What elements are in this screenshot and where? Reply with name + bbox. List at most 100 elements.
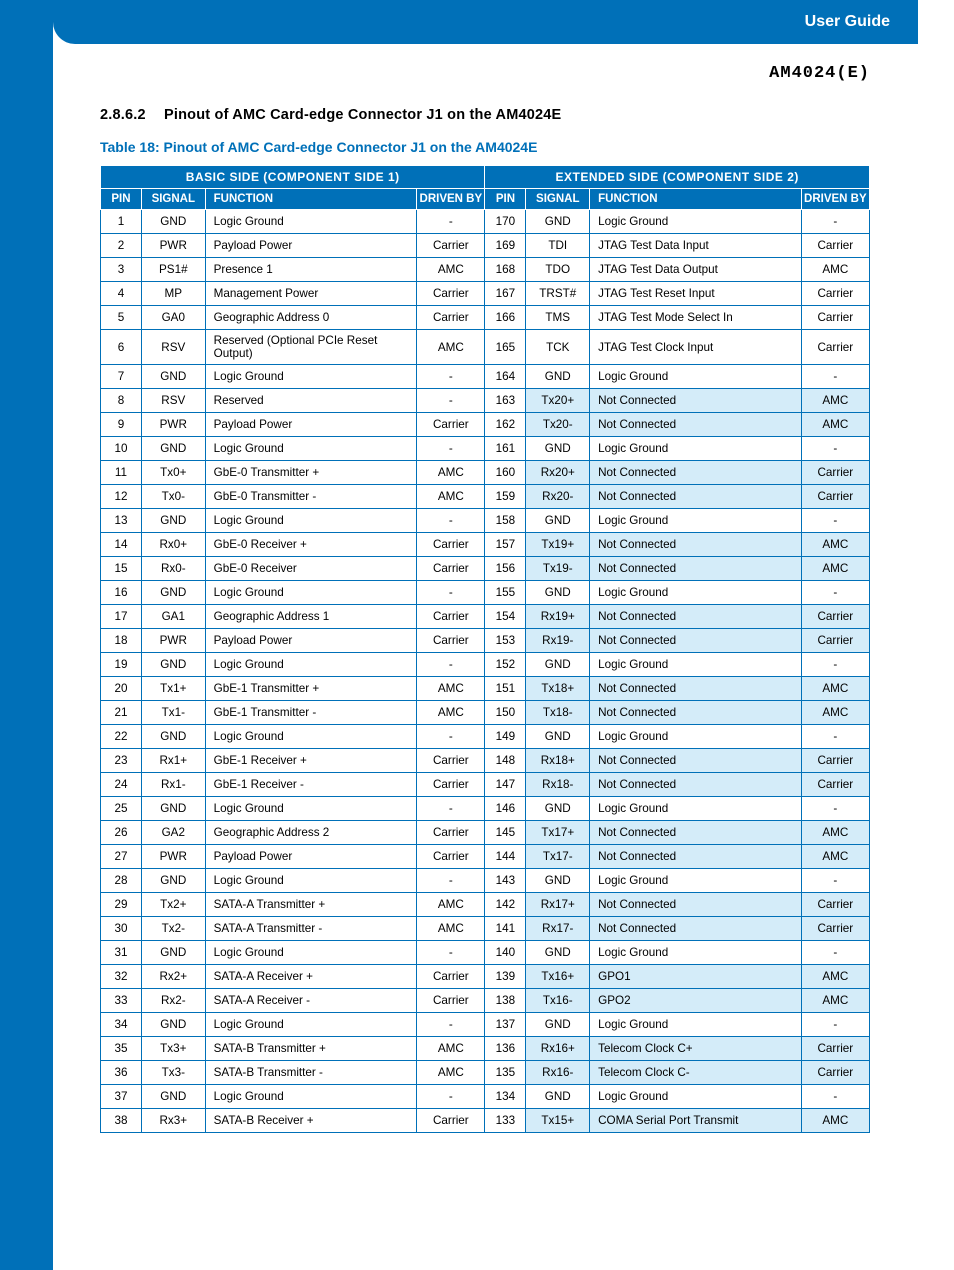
table-cell: AMC [801,989,869,1013]
table-cell: - [801,653,869,677]
table-cell: Not Connected [590,629,802,653]
table-cell: 148 [485,749,526,773]
table-cell: - [417,389,485,413]
table-row: 5GA0Geographic Address 0Carrier166TMSJTA… [101,306,870,330]
table-cell: Tx1- [141,701,205,725]
table-cell: - [801,581,869,605]
table-cell: Rx2+ [141,965,205,989]
table-cell: Logic Ground [590,1085,802,1109]
table-cell: 136 [485,1037,526,1061]
table-cell: 169 [485,234,526,258]
table-cell: GbE-0 Transmitter - [205,485,417,509]
table-cell: 8 [101,389,142,413]
table-cell: Carrier [801,234,869,258]
table-cell: AMC [417,258,485,282]
table-cell: Rx18+ [526,749,590,773]
table-cell: SATA-A Receiver - [205,989,417,1013]
table-row: 36Tx3-SATA-B Transmitter -AMC135Rx16-Tel… [101,1061,870,1085]
table-row: 16GNDLogic Ground-155GNDLogic Ground- [101,581,870,605]
table-cell: - [417,509,485,533]
table-row: 8RSVReserved-163Tx20+Not ConnectedAMC [101,389,870,413]
table-cell: Telecom Clock C+ [590,1037,802,1061]
table-cell: AMC [801,677,869,701]
table-cell: Not Connected [590,821,802,845]
table-cell: Rx19- [526,629,590,653]
table-cell: - [417,941,485,965]
table-cell: 36 [101,1061,142,1085]
table-cell: 16 [101,581,142,605]
header-title: User Guide [805,13,890,31]
table-cell: Tx18- [526,701,590,725]
table-cell: 133 [485,1109,526,1133]
table-cell: 2 [101,234,142,258]
table-cell: Logic Ground [205,653,417,677]
table-row: 2PWRPayload PowerCarrier169TDIJTAG Test … [101,234,870,258]
table-cell: - [417,581,485,605]
table-cell: 150 [485,701,526,725]
table-cell: 138 [485,989,526,1013]
table-cell: SATA-B Receiver + [205,1109,417,1133]
table-cell: GND [526,653,590,677]
table-header: BASIC SIDE (COMPONENT SIDE 1) EXTENDED S… [101,166,870,210]
table-cell: 13 [101,509,142,533]
table-cell: AMC [417,461,485,485]
table-cell: 144 [485,845,526,869]
table-cell: Rx2- [141,989,205,1013]
table-cell: 166 [485,306,526,330]
super-header-right: EXTENDED SIDE (COMPONENT SIDE 2) [485,166,870,189]
table-cell: 158 [485,509,526,533]
table-row: 29Tx2+SATA-A Transmitter +AMC142Rx17+Not… [101,893,870,917]
table-cell: 6 [101,330,142,365]
table-cell: Logic Ground [590,941,802,965]
table-cell: 1 [101,210,142,234]
table-cell: Tx16- [526,989,590,1013]
table-body: 1GNDLogic Ground-170GNDLogic Ground-2PWR… [101,210,870,1133]
table-cell: Tx1+ [141,677,205,701]
table-cell: Logic Ground [205,797,417,821]
table-row: 38Rx3+SATA-B Receiver +Carrier133Tx15+CO… [101,1109,870,1133]
table-cell: 135 [485,1061,526,1085]
table-cell: Logic Ground [205,869,417,893]
table-cell: AMC [417,1061,485,1085]
table-cell: 152 [485,653,526,677]
table-row: 10GNDLogic Ground-161GNDLogic Ground- [101,437,870,461]
table-cell: 35 [101,1037,142,1061]
table-cell: - [417,869,485,893]
table-cell: - [417,365,485,389]
table-cell: Not Connected [590,701,802,725]
table-cell: Carrier [417,965,485,989]
table-cell: GND [141,210,205,234]
table-cell: AMC [801,1109,869,1133]
table-cell: Geographic Address 0 [205,306,417,330]
column-header-row: PIN SIGNAL FUNCTION DRIVEN BY PIN SIGNAL… [101,189,870,210]
table-cell: GA2 [141,821,205,845]
table-cell: - [801,437,869,461]
table-cell: 15 [101,557,142,581]
table-cell: 165 [485,330,526,365]
table-cell: GND [526,437,590,461]
table-cell: RSV [141,389,205,413]
table-cell: Carrier [417,234,485,258]
table-cell: Logic Ground [205,725,417,749]
table-cell: GND [141,1013,205,1037]
table-cell: 12 [101,485,142,509]
table-cell: Carrier [801,306,869,330]
table-cell: 4 [101,282,142,306]
table-cell: Not Connected [590,845,802,869]
table-cell: Tx17- [526,845,590,869]
table-cell: 33 [101,989,142,1013]
table-row: 18PWRPayload PowerCarrier153Rx19-Not Con… [101,629,870,653]
table-cell: 140 [485,941,526,965]
table-cell: GND [141,365,205,389]
table-cell: 154 [485,605,526,629]
table-cell: 139 [485,965,526,989]
top-header-bar: User Guide [53,0,918,44]
table-cell: 157 [485,533,526,557]
table-row: 33Rx2-SATA-A Receiver -Carrier138Tx16-GP… [101,989,870,1013]
table-cell: Carrier [801,282,869,306]
table-cell: Payload Power [205,413,417,437]
table-cell: GND [526,365,590,389]
table-cell: Rx0- [141,557,205,581]
table-cell: Tx20+ [526,389,590,413]
table-cell: - [801,725,869,749]
